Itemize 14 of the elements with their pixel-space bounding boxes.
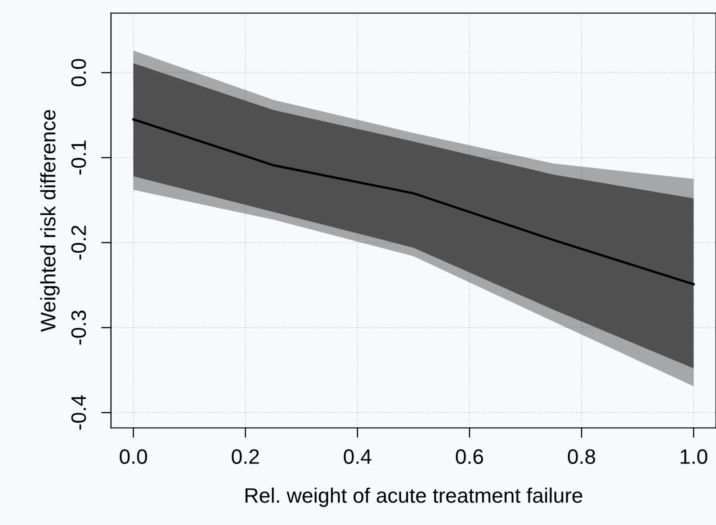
y-tick-label: -0.2 — [71, 226, 86, 260]
x-tick-label: 0.4 — [344, 449, 372, 464]
y-tick-label: -0.1 — [71, 140, 86, 175]
x-tick-label: 0.0 — [120, 449, 148, 464]
y-tick-label: -0.3 — [71, 310, 86, 345]
line-series — [132, 118, 695, 286]
x-tick-label: 0.6 — [456, 449, 484, 464]
x-tick-label: 0.2 — [232, 449, 259, 464]
y-tick-label: 0.0 — [71, 58, 86, 86]
x-tick-label: 1.0 — [680, 449, 708, 464]
x-axis-title: Rel. weight of acute treatment failure — [246, 488, 582, 507]
x-tick-label: 0.8 — [568, 449, 596, 464]
y-tick-label: -0.4 — [71, 395, 86, 430]
y-axis-title: Weighted risk difference — [40, 110, 60, 332]
